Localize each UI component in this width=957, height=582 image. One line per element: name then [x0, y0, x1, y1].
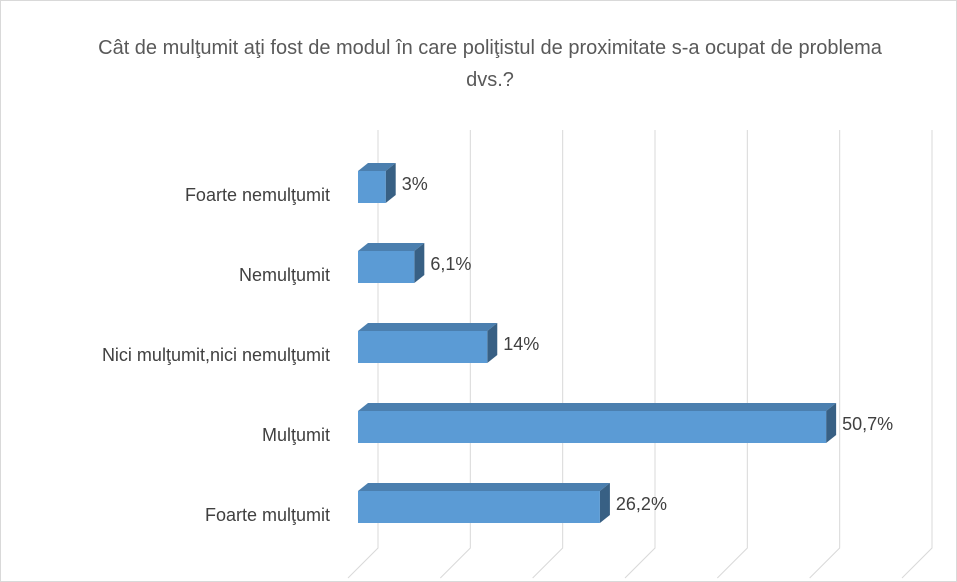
- bar-front: [358, 171, 386, 203]
- data-label: 3%: [402, 174, 428, 194]
- y-tick-label: Foarte mulţumit: [205, 505, 330, 525]
- bar: [358, 243, 425, 283]
- bar-side: [414, 243, 425, 283]
- bar-side: [487, 323, 498, 363]
- chart-title: Cât de mulţumit aţi fost de modul în car…: [98, 37, 882, 91]
- bar-side: [826, 403, 837, 443]
- bar-top: [358, 243, 425, 251]
- bar-side: [599, 483, 610, 523]
- y-tick-label: Mulţumit: [262, 425, 330, 445]
- grid-line: [809, 130, 841, 579]
- y-tick-label: Nemulţumit: [239, 265, 330, 285]
- grid-line: [439, 130, 471, 579]
- bar: [358, 163, 396, 203]
- bar-top: [358, 403, 837, 411]
- data-label: 26,2%: [616, 494, 667, 514]
- bar-top: [358, 163, 396, 171]
- data-label: 14%: [503, 334, 539, 354]
- data-label: 6,1%: [430, 254, 471, 274]
- bar: [358, 403, 837, 443]
- grid-line: [532, 130, 564, 579]
- grid-line: [624, 130, 656, 579]
- bar-top: [358, 323, 498, 331]
- bar-front: [358, 331, 488, 363]
- bar-side: [385, 163, 396, 203]
- bar-front: [358, 411, 827, 443]
- bar-top: [358, 483, 610, 491]
- bar-front: [358, 251, 415, 283]
- bar: [358, 323, 498, 363]
- bar-front: [358, 491, 600, 523]
- data-label: 50,7%: [842, 414, 893, 434]
- y-tick-label: Nici mulţumit,nici nemulţumit: [102, 345, 330, 365]
- y-tick-label: Foarte nemulţumit: [185, 185, 330, 205]
- grid-line: [716, 130, 748, 579]
- grid-line: [901, 130, 933, 579]
- bar: [358, 483, 610, 523]
